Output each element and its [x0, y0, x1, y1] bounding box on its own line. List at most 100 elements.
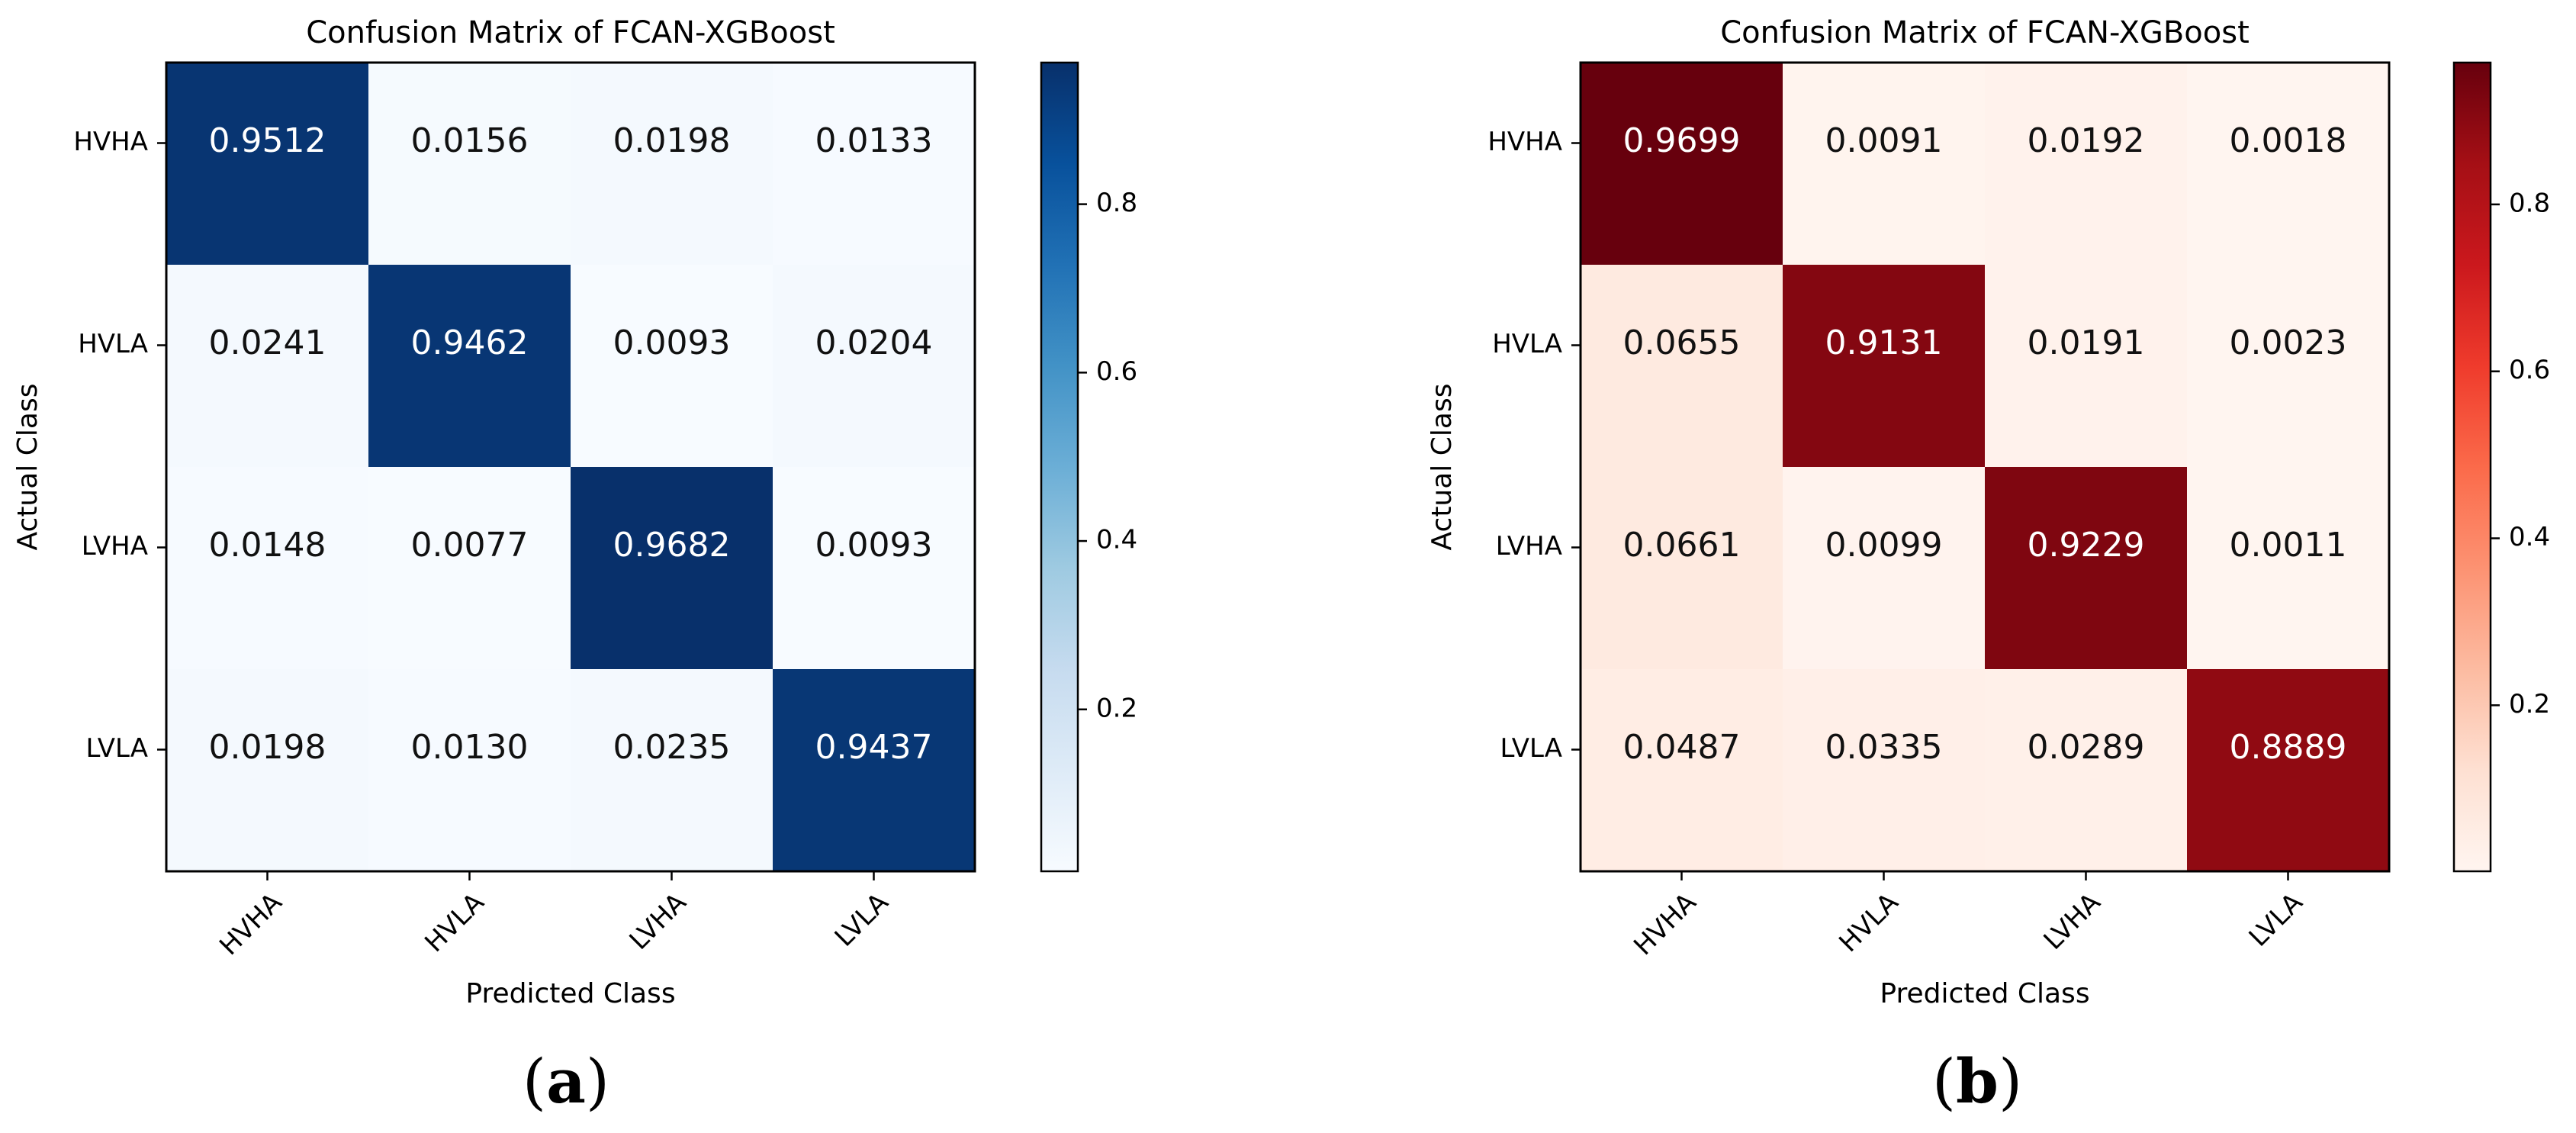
cell-value-label: 0.0148: [209, 526, 326, 565]
cell-value-label: 0.8889: [2230, 728, 2347, 767]
colorbar: [1040, 61, 1079, 873]
cell-value-label: 0.0487: [1623, 728, 1741, 767]
plot-frame: [165, 61, 976, 873]
y-tick-label: LVLA: [1500, 733, 1562, 764]
colorbar-tick-label: 0.2: [2509, 689, 2550, 719]
heatmap-cell: [2187, 467, 2389, 669]
cell-value-label: 0.0198: [613, 121, 731, 160]
cell-value-label: 0.0023: [2230, 323, 2347, 362]
heatmap-cell: [166, 63, 368, 265]
heatmap-cell: [773, 265, 975, 467]
cell-value-label: 0.9437: [815, 728, 933, 767]
caption-a-letter: a: [546, 1045, 586, 1117]
heatmap-cell: [773, 63, 975, 265]
heatmap-cell: [1985, 467, 2187, 669]
heatmap-cell: [773, 669, 975, 871]
heatmap-cell: [1581, 63, 1783, 265]
heatmap-cell: [2187, 669, 2389, 871]
cell-value-label: 0.0093: [815, 526, 933, 565]
y-axis-label: Actual Class: [12, 384, 43, 551]
heatmap-cell: [368, 265, 571, 467]
cell-value-label: 0.9462: [411, 323, 529, 362]
heatmap-cell: [571, 467, 773, 669]
y-tick-label: HVLA: [1492, 329, 1562, 359]
heatmap-cell: [1783, 265, 1985, 467]
heatmap-cell: [1783, 467, 1985, 669]
cell-value-label: 0.0099: [1825, 526, 1943, 565]
confusion-matrix-panel-a: Confusion Matrix of FCAN-XGBoost 0.9512 0.…: [12, 15, 1137, 1009]
heatmap-cell: [368, 63, 571, 265]
x-tick-label: LVLA: [829, 887, 895, 953]
cell-value-label: 0.9699: [1623, 121, 1741, 160]
cell-value-label: 0.0133: [815, 121, 933, 160]
heatmap-cell: [1985, 265, 2187, 467]
cell-value-label: 0.0335: [1825, 728, 1943, 767]
y-tick-label: LVHA: [82, 531, 148, 562]
cell-value-label: 0.0156: [411, 121, 529, 160]
heatmap-cell: [368, 467, 571, 669]
caption-b-letter: b: [1956, 1045, 1999, 1117]
cell-value-label: 0.0077: [411, 526, 529, 565]
y-tick-label: HVHA: [73, 127, 148, 157]
heatmap-cell: [1581, 669, 1783, 871]
x-axis-label: Predicted Class: [1880, 978, 2089, 1009]
chart-title: Confusion Matrix of FCAN-XGBoost: [1720, 15, 2250, 50]
heatmap-cell: [1783, 63, 1985, 265]
colorbar-tick-label: 0.4: [1096, 525, 1137, 555]
heatmap-cell: [368, 669, 571, 871]
x-axis-label: Predicted Class: [465, 978, 675, 1009]
heatmap-cell: [773, 467, 975, 669]
cell-value-label: 0.0192: [2028, 121, 2145, 160]
heatmap-cell: [166, 265, 368, 467]
x-tick-label: LVHA: [2038, 887, 2107, 956]
cell-value-label: 0.0018: [2230, 121, 2347, 160]
cell-value-label: 0.0130: [411, 728, 529, 767]
cell-value-label: 0.0289: [2028, 728, 2145, 767]
caption-a: (a): [522, 1045, 610, 1117]
cell-value-label: 0.9229: [2028, 526, 2145, 565]
heatmap-cell: [2187, 265, 2389, 467]
heatmap-cell: [1783, 669, 1985, 871]
x-tick-label: HVLA: [419, 887, 490, 958]
cell-value-label: 0.0091: [1825, 121, 1943, 160]
chart-title: Confusion Matrix of FCAN-XGBoost: [306, 15, 835, 50]
cell-value-label: 0.0093: [613, 323, 731, 362]
colorbar: [2452, 61, 2492, 873]
colorbar-tick-label: 0.8: [1096, 188, 1137, 218]
heatmap-cell: [1985, 63, 2187, 265]
plot-frame: [1579, 61, 2391, 873]
colorbar-tick-label: 0.6: [1096, 356, 1137, 387]
cell-value-label: 0.0191: [2028, 323, 2145, 362]
x-tick-label: HVHA: [214, 887, 288, 961]
cell-value-label: 0.0655: [1623, 323, 1741, 362]
cell-value-label: 0.9512: [209, 121, 326, 160]
heatmap-cell: [2187, 63, 2389, 265]
x-tick-label: HVHA: [1628, 887, 1702, 961]
y-tick-label: HVHA: [1487, 127, 1562, 157]
cell-value-label: 0.0235: [613, 728, 731, 767]
heatmap-cell: [1581, 467, 1783, 669]
y-tick-label: LVHA: [1496, 531, 1562, 562]
y-tick-label: HVLA: [78, 329, 148, 359]
cell-value-label: 0.0198: [209, 728, 326, 767]
y-tick-label: LVLA: [86, 733, 148, 764]
y-axis-label: Actual Class: [1426, 384, 1458, 551]
x-tick-label: LVLA: [2243, 887, 2309, 953]
colorbar-tick-label: 0.6: [2509, 355, 2550, 385]
heatmap-cell: [571, 265, 773, 467]
colorbar-tick-label: 0.8: [2509, 188, 2550, 218]
cell-value-label: 0.0204: [815, 323, 933, 362]
heatmap-cell: [166, 669, 368, 871]
cell-value-label: 0.0661: [1623, 526, 1741, 565]
colorbar-tick-label: 0.2: [1096, 693, 1137, 723]
cell-value-label: 0.0241: [209, 323, 326, 362]
heatmap-cell: [166, 467, 368, 669]
confusion-matrix-panel-b: Confusion Matrix of FCAN-XGBoost 0.9699 0.…: [1426, 15, 2550, 1009]
heatmap-cell: [1985, 669, 2187, 871]
x-tick-label: LVHA: [624, 887, 693, 956]
colorbar-tick-label: 0.4: [2509, 522, 2550, 552]
heatmap-cell: [1581, 265, 1783, 467]
cell-value-label: 0.9131: [1825, 323, 1943, 362]
caption-b: (b): [1931, 1045, 2023, 1117]
